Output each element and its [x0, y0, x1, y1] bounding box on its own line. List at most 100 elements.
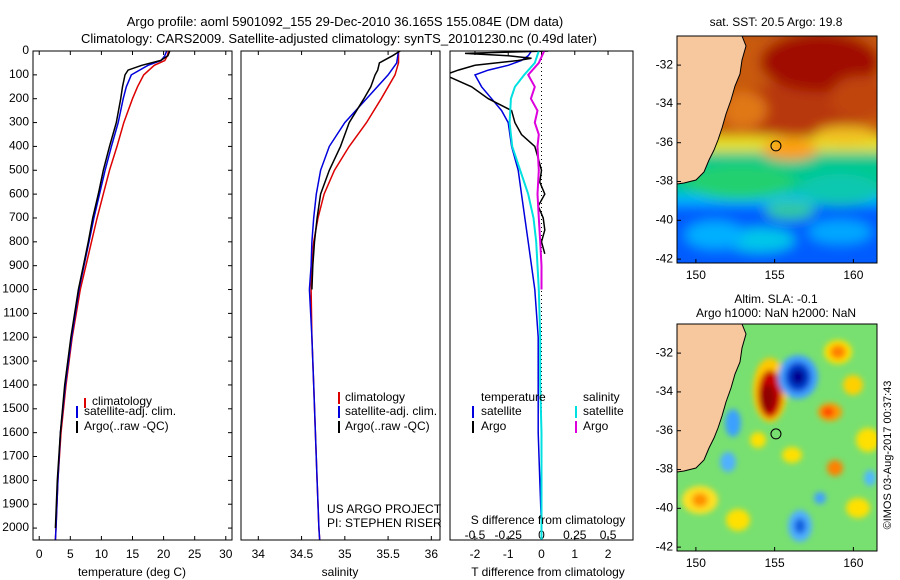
series-line-argo-raw-qc [311, 51, 401, 290]
salinity-tick-label: 36 [425, 547, 439, 561]
latitude-tick-label: -38 [656, 174, 674, 188]
temperature-tick-label: 15 [126, 547, 140, 561]
series-line-climatology [54, 51, 170, 540]
depth-tick-label: 100 [9, 67, 29, 81]
pi-credit: PI: STEPHEN RISER [327, 516, 442, 530]
latitude-tick-label: -36 [656, 423, 674, 437]
series-line-s-argo [526, 51, 546, 290]
longitude-tick-label: 155 [765, 268, 785, 282]
depth-tick-label: 1200 [2, 329, 29, 343]
argo-position-marker [770, 428, 782, 440]
depth-tick-label: 1500 [2, 401, 29, 415]
depth-tick-label: 1700 [2, 449, 29, 463]
series-line-satellite-adj-clim [308, 51, 400, 540]
salinity-tick-label: 35.5 [376, 547, 400, 561]
longitude-tick-label: 155 [765, 556, 785, 570]
series-line-t-satellite [473, 51, 543, 540]
legend-label-argo: Argo(..raw -QC) [84, 419, 169, 433]
series-line-climatology [310, 51, 400, 540]
legend-label-climatology: climatology [345, 390, 405, 404]
temperature-tick-label: 25 [188, 547, 202, 561]
series-line-t-argo [450, 51, 549, 254]
figure-title-line2: Climatology: CARS2009. Satellite-adjuste… [81, 31, 597, 46]
salinity-tick-label: 34 [252, 547, 266, 561]
sla-map-panel: Altim. SLA: -0.1 Argo h1000: NaN h2000: … [656, 292, 878, 570]
depth-tick-label: 500 [9, 162, 29, 176]
temperature-tick-label: 5 [67, 547, 74, 561]
latitude-tick-label: -40 [656, 500, 674, 514]
sst-map-title: sat. SST: 20.5 Argo: 19.8 [710, 15, 843, 29]
salinity-panel: 34 34.5 35 35.5 36 salinity climatology sate… [240, 50, 442, 579]
temperature-axes-frame [32, 50, 233, 541]
depth-axis-ticks: 0 100 200 300 400 500 600 700 800 900 1000 1100 1200… [2, 43, 232, 534]
t-difference-tick-label: 2 [605, 547, 612, 561]
latitude-tick-label: -32 [656, 345, 674, 359]
t-difference-tick-label: 0 [538, 547, 545, 561]
s-difference-tick-label: 0.25 [563, 528, 587, 542]
depth-tick-label: 1800 [2, 473, 29, 487]
salinity-tick-label: 34.5 [290, 547, 314, 561]
legend-label-s-satellite: satellite [583, 404, 624, 418]
difference-series [450, 51, 549, 540]
depth-tick-label: 1100 [3, 306, 29, 320]
temperature-axis-ticks: 0 5 10 15 20 25 30 [36, 51, 233, 561]
temperature-tick-label: 30 [219, 547, 233, 561]
temperature-tick-label: 20 [157, 547, 171, 561]
project-credit: US ARGO PROJECT [327, 502, 442, 516]
t-difference-tick-label: -1 [503, 547, 514, 561]
sla-map-title-line2: Argo h1000: NaN h2000: NaN [696, 306, 856, 320]
temperature-xlabel: temperature (deg C) [78, 565, 186, 579]
legend-header-salinity: salinity [583, 390, 620, 404]
salinity-legend: climatology satellite-adj. clim. Argo(..… [338, 390, 437, 433]
difference-legend: temperature salinity satellite Argo sate… [472, 390, 624, 433]
depth-tick-label: 1000 [2, 282, 29, 296]
depth-tick-label: 900 [9, 258, 29, 272]
depth-tick-label: 700 [9, 210, 29, 224]
depth-tick-label: 1300 [2, 353, 29, 367]
depth-tick-label: 1400 [2, 377, 29, 391]
depth-tick-label: 200 [9, 91, 29, 105]
depth-tick-label: 800 [9, 234, 29, 248]
temperature-panel: 0100200300400500600700800900100011001200… [2, 43, 232, 579]
imos-watermark: ©IMOS 03-Aug-2017 00:37:43 [882, 381, 894, 530]
salinity-tick-label: 35 [338, 547, 352, 561]
latitude-tick-label: -40 [656, 212, 674, 226]
depth-tick-label: 300 [9, 115, 29, 129]
depth-tick-label: 0 [22, 43, 29, 57]
salinity-axis-ticks: 34 34.5 35 35.5 36 [252, 51, 439, 561]
salinity-xlabel: salinity [322, 565, 359, 579]
depth-tick-label: 1600 [2, 425, 29, 439]
latitude-tick-label: -38 [656, 462, 674, 476]
longitude-tick-label: 160 [843, 268, 863, 282]
temperature-series [54, 51, 171, 540]
s-difference-tick-label: -0.5 [465, 528, 486, 542]
series-line-argo-raw-qc [54, 51, 171, 529]
legend-label-s-argo: Argo [583, 419, 609, 433]
latitude-tick-label: -36 [656, 135, 674, 149]
legend-label-t-satellite: satellite [481, 404, 522, 418]
t-difference-xlabel: T difference from climatology [471, 565, 625, 579]
depth-tick-label: 1900 [2, 496, 29, 510]
salinity-series [308, 51, 401, 540]
s-difference-tick-label: 0.5 [600, 528, 617, 542]
sst-map-field [677, 36, 877, 263]
temperature-tick-label: 10 [95, 547, 109, 561]
argo-position-marker [770, 140, 782, 152]
latitude-tick-label: -32 [656, 57, 674, 71]
legend-label-argo: Argo(..raw -QC) [345, 419, 430, 433]
latitude-tick-label: -42 [656, 251, 674, 265]
series-line-satellite-adj-clim [54, 51, 168, 540]
sla-map-title-line1: Altim. SLA: -0.1 [734, 292, 818, 306]
longitude-tick-label: 160 [843, 556, 863, 570]
legend-label-satellite: satellite-adj. clim. [345, 404, 437, 418]
latitude-tick-label: -34 [656, 96, 674, 110]
legend-label-climatology: climatology [92, 394, 152, 408]
salinity-axes-frame [240, 50, 441, 541]
sla-map-frame [676, 323, 878, 552]
t-difference-tick-label: -2 [470, 547, 481, 561]
depth-tick-label: 600 [9, 186, 29, 200]
difference-panel: -2-1012 -0.5-0.2500.250.5 S difference f… [449, 50, 634, 579]
legend-header-temperature: temperature [481, 390, 546, 404]
figure-title-line1: Argo profile: aoml 5901092_155 29-Dec-20… [127, 14, 564, 29]
